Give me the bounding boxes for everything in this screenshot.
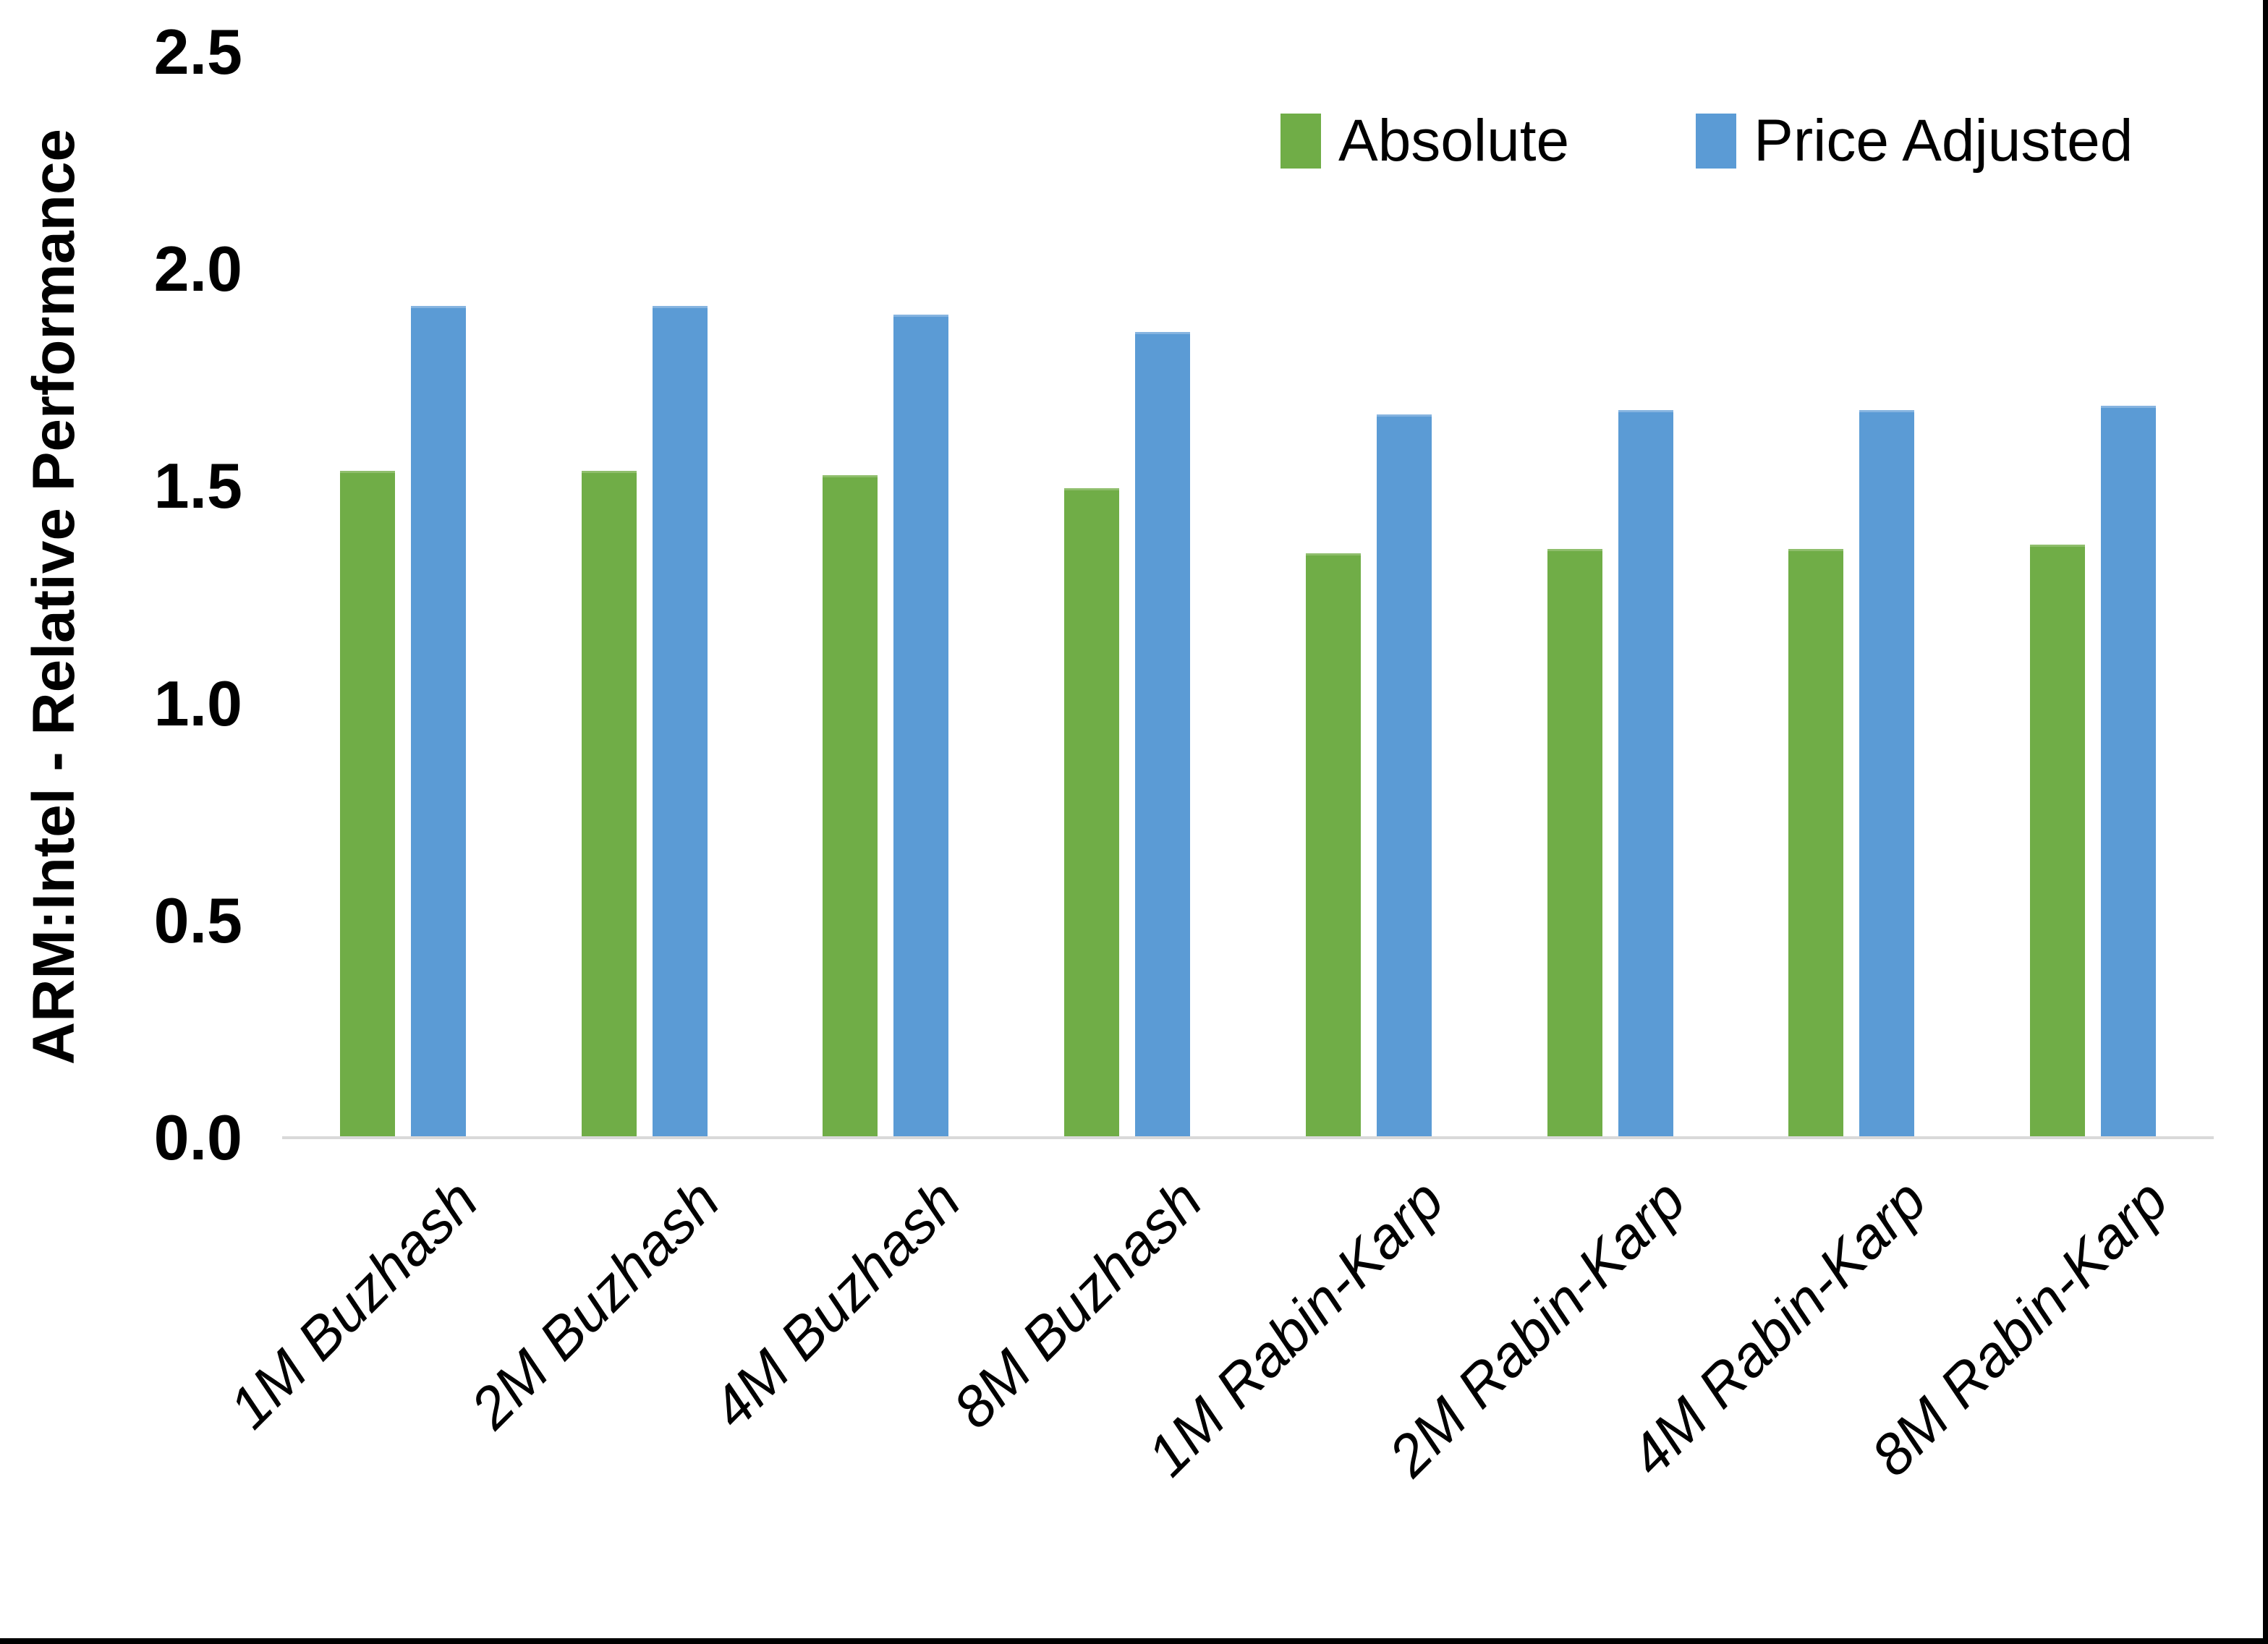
bar-group xyxy=(1006,52,1248,1138)
bar-group xyxy=(1490,52,1731,1138)
price-adjusted-series-swatch-icon xyxy=(1696,114,1737,169)
y-axis-tick: 1.0 xyxy=(153,667,242,739)
bar-price-adjusted xyxy=(893,315,949,1138)
bar-absolute xyxy=(1788,549,1844,1138)
absolute-series-swatch-icon xyxy=(1280,114,1321,169)
legend-label-price-adjusted: Price Adjusted xyxy=(1754,108,2133,174)
bar-absolute xyxy=(1547,549,1602,1138)
bar-absolute xyxy=(339,471,395,1138)
bar-price-adjusted xyxy=(652,306,708,1138)
bar-price-adjusted xyxy=(410,306,466,1138)
bar-group xyxy=(1731,52,1973,1138)
bar-group xyxy=(765,52,1007,1138)
bar-absolute xyxy=(2030,545,2086,1138)
bar-absolute xyxy=(823,475,878,1138)
bar-absolute xyxy=(1064,488,1120,1138)
y-axis-tick: 1.5 xyxy=(153,450,242,522)
legend: Absolute Price Adjusted xyxy=(1280,107,2133,175)
legend-label-absolute: Absolute xyxy=(1338,108,1570,174)
y-axis-tick: 2.5 xyxy=(153,16,242,88)
bar-absolute xyxy=(581,471,637,1138)
bar-group xyxy=(524,52,765,1138)
legend-item-price-adjusted: Price Adjusted xyxy=(1696,107,2133,175)
y-axis-tick: 2.0 xyxy=(153,233,242,305)
x-axis-line xyxy=(282,1136,2214,1139)
bar-price-adjusted xyxy=(1618,410,1673,1138)
plot-area xyxy=(282,52,2214,1138)
bar-group xyxy=(1972,52,2214,1138)
legend-item-absolute: Absolute xyxy=(1280,107,1569,175)
bar-groups xyxy=(282,52,2214,1138)
bar-price-adjusted xyxy=(2101,406,2157,1138)
bar-absolute xyxy=(1305,553,1361,1138)
y-axis-tick: 0.0 xyxy=(153,1102,242,1173)
bar-group xyxy=(282,52,524,1138)
y-axis-tick: 0.5 xyxy=(153,884,242,956)
bar-price-adjusted xyxy=(1135,332,1191,1138)
bar-price-adjusted xyxy=(1376,414,1432,1138)
bar-price-adjusted xyxy=(1859,410,1915,1138)
bar-group xyxy=(1248,52,1490,1138)
